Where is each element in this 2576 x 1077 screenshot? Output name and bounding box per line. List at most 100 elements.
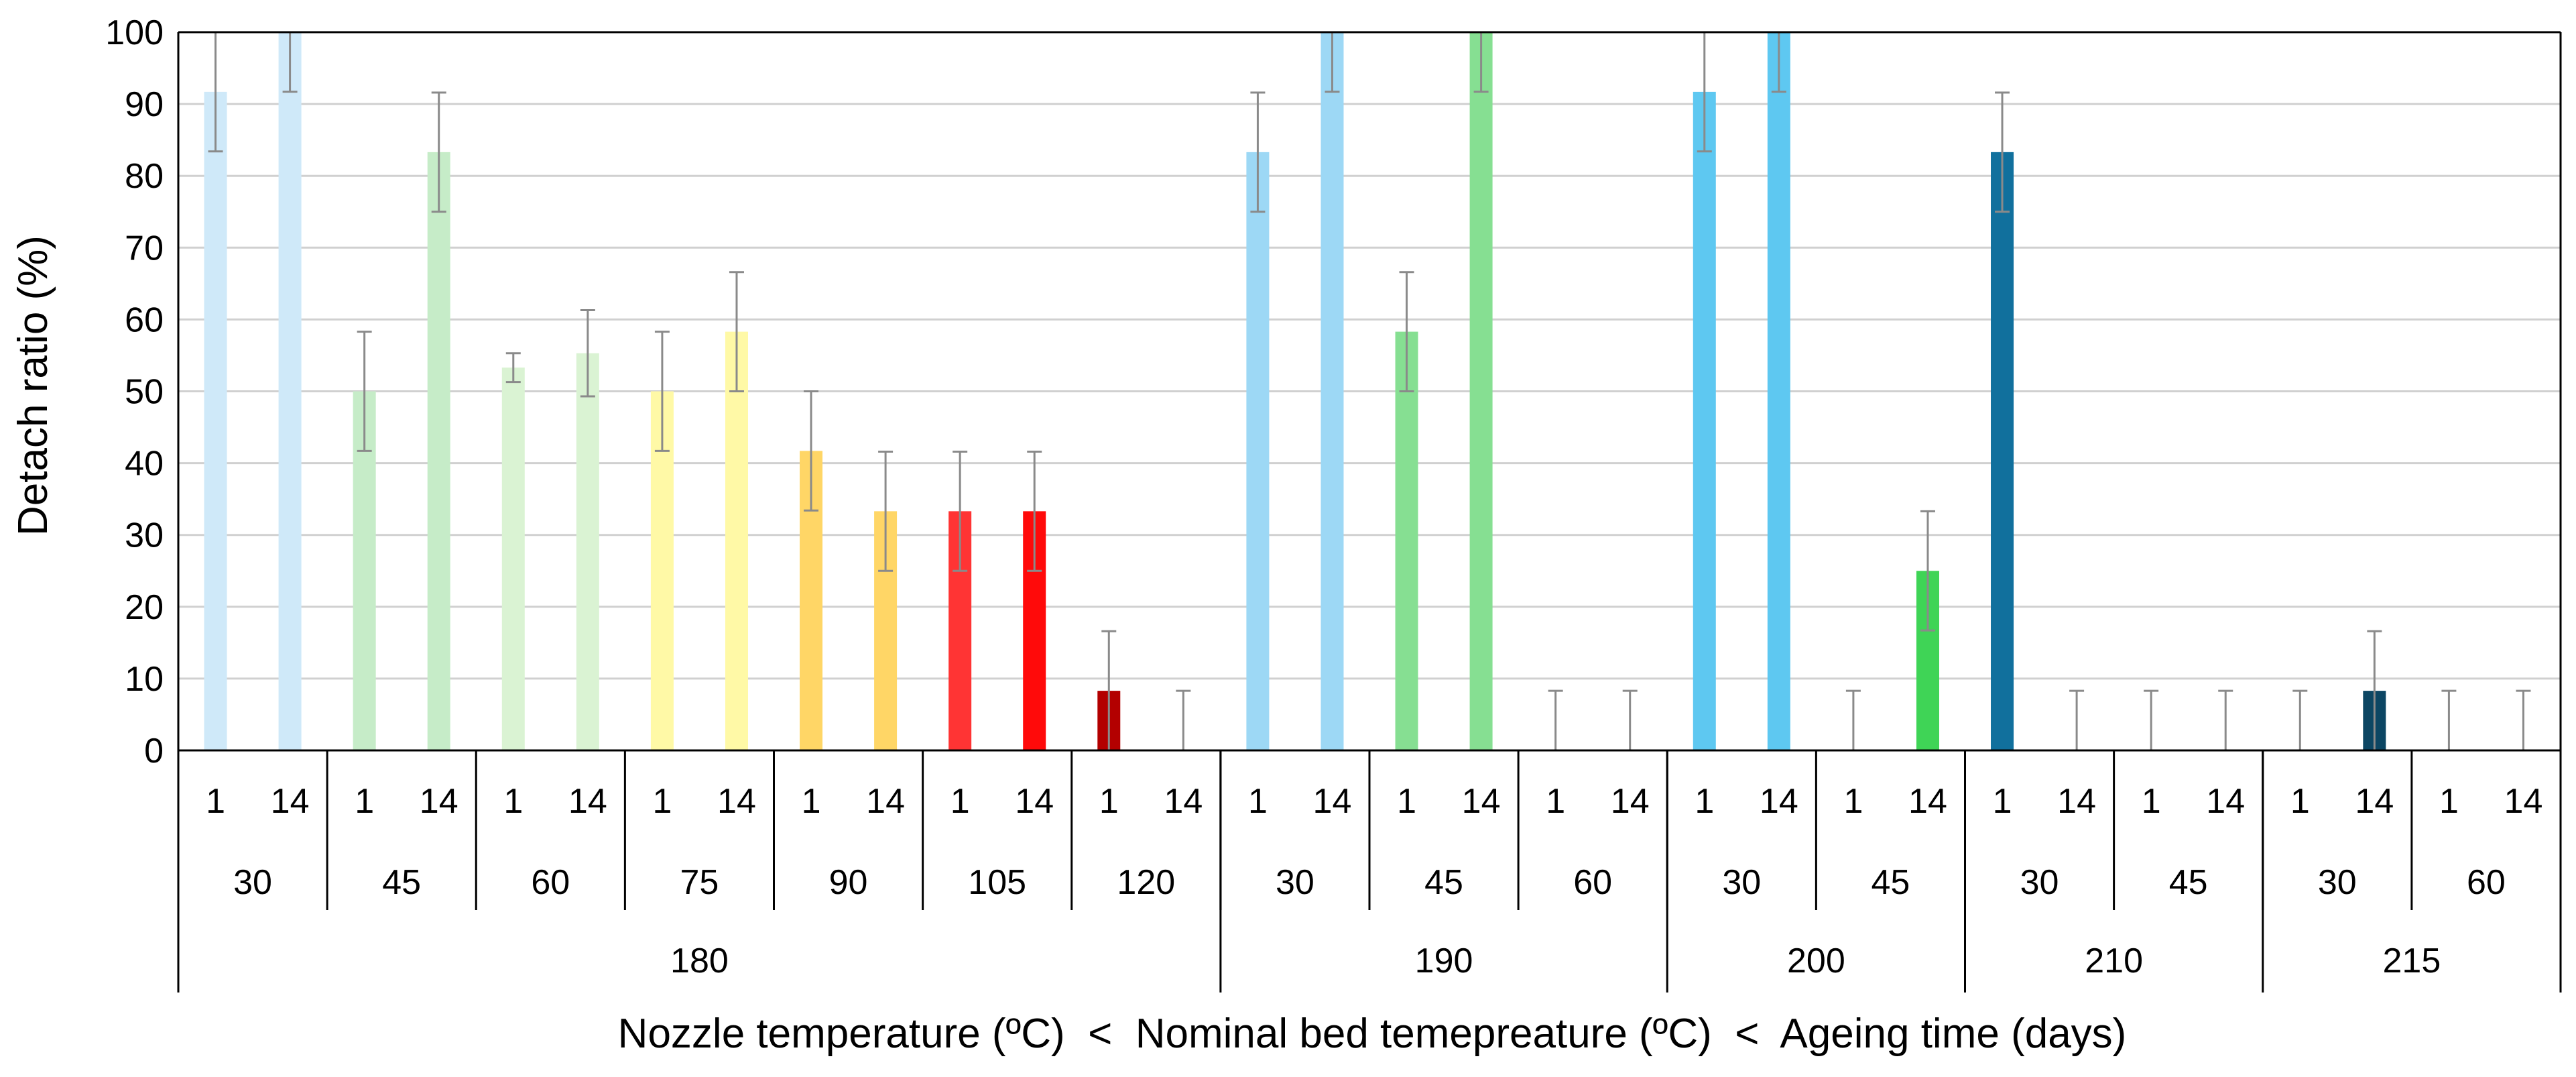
y-tick-label: 90 [125, 85, 164, 124]
x-bed-label: 30 [1276, 863, 1314, 902]
error-bar [1399, 271, 1414, 392]
x-age-label: 1 [2439, 782, 2459, 821]
y-tick-label: 0 [144, 732, 164, 771]
x-age-label: 1 [1993, 782, 2012, 821]
x-age-label: 14 [1313, 782, 1352, 821]
x-bed-label: 105 [968, 863, 1026, 902]
x-age-label: 14 [2355, 782, 2394, 821]
x-age-label: 14 [866, 782, 905, 821]
error-bar [2441, 689, 2457, 750]
error-bar [1250, 91, 1266, 213]
bar [278, 32, 302, 750]
y-tick-label: 50 [125, 373, 164, 412]
x-age-label: 1 [1695, 782, 1714, 821]
x-age-label: 1 [206, 782, 225, 821]
x-age-label: 1 [1546, 782, 1565, 821]
x-bed-label: 60 [531, 863, 570, 902]
y-tick-label: 70 [125, 229, 164, 268]
bar [1246, 152, 1270, 750]
y-tick-labels: 0 10 20 30 40 50 60 70 80 90 100 [105, 13, 164, 771]
x-age-label: 14 [271, 782, 310, 821]
error-bar [1845, 689, 1861, 750]
x-age-label: 1 [652, 782, 672, 821]
y-tick-label: 10 [125, 660, 164, 699]
x-bed-label: 45 [1872, 863, 1910, 902]
bars [204, 32, 2386, 750]
x-age-label: 14 [2504, 782, 2543, 821]
x-age-label: 1 [1248, 782, 1268, 821]
y-tick-label: 100 [105, 13, 164, 52]
x-bed-label: 60 [1573, 863, 1612, 902]
bar [427, 152, 450, 750]
y-tick-label: 20 [125, 588, 164, 627]
bar [1693, 91, 1716, 750]
y-tick-label: 30 [125, 516, 164, 555]
error-bar [1622, 689, 1638, 750]
bar [204, 91, 227, 750]
bar [1991, 152, 2014, 750]
x-nozzle-label: 180 [670, 942, 729, 980]
error-bar [2069, 689, 2085, 750]
error-bar [2218, 689, 2233, 750]
error-bar [2292, 689, 2308, 750]
x-bed-label: 30 [2020, 863, 2059, 902]
error-bar [878, 450, 894, 572]
bar [501, 367, 525, 750]
gridlines [178, 31, 2561, 680]
x-age-label: 14 [1611, 782, 1650, 821]
x-age-label: 14 [1908, 782, 1947, 821]
x-bed-label: 45 [1424, 863, 1463, 902]
x-age-label: 1 [355, 782, 374, 821]
error-bar [431, 91, 446, 213]
x-age-label: 1 [2142, 782, 2161, 821]
y-tick-label: 40 [125, 445, 164, 484]
error-bar [804, 390, 819, 512]
error-bar [1548, 689, 1563, 750]
x-age-label: 1 [1099, 782, 1119, 821]
x-age-label: 14 [1462, 782, 1501, 821]
x-age-label: 14 [2206, 782, 2245, 821]
x-nozzle-label: 200 [1787, 942, 1845, 980]
error-bar [1995, 91, 2010, 213]
error-bar [1027, 450, 1042, 572]
bar [725, 331, 748, 750]
x-bed-label: 75 [680, 863, 719, 902]
x-age-label: 14 [1015, 782, 1054, 821]
x-age-label: 14 [568, 782, 607, 821]
x-axis-title: Nozzle temperature (ºC) < Nominal bed te… [618, 1011, 2127, 1057]
x-bed-label: 45 [2169, 863, 2208, 902]
bar [1469, 32, 1493, 750]
axes [177, 31, 2562, 752]
error-bar [1176, 689, 1191, 750]
bar [1395, 331, 1418, 750]
x-nozzle-label: 210 [2085, 942, 2143, 980]
x-bed-label: 120 [1117, 863, 1175, 902]
x-age-label: 14 [717, 782, 756, 821]
y-tick-label: 80 [125, 157, 164, 196]
x-bed-label: 60 [2467, 863, 2506, 902]
error-bar [505, 352, 521, 384]
y-axis-title: Detach ratio (%) [10, 235, 56, 536]
bar [576, 353, 599, 750]
error-bar [654, 331, 670, 452]
x-age-label: 14 [1760, 782, 1798, 821]
error-bar [580, 308, 595, 398]
error-bar [2144, 689, 2159, 750]
x-bed-label: 45 [382, 863, 421, 902]
x-bed-label: 30 [233, 863, 272, 902]
x-age-label: 14 [420, 782, 458, 821]
error-bar [357, 331, 372, 452]
x-age-label: 1 [950, 782, 970, 821]
error-bar [1920, 510, 1935, 632]
x-bed-label: 30 [2318, 863, 2357, 902]
x-category-labels: 1 14 1 14 1 14 1 14 1 14 1 14 1 14 1 14 1 14 1 14 1 14 1 14 1 14 1… [177, 750, 2562, 993]
x-age-label: 1 [1397, 782, 1416, 821]
x-age-label: 1 [503, 782, 523, 821]
x-bed-label: 90 [829, 863, 868, 902]
error-bar [2516, 689, 2531, 750]
x-nozzle-label: 190 [1415, 942, 1473, 980]
x-nozzle-label: 215 [2382, 942, 2441, 980]
x-age-label: 1 [1843, 782, 1863, 821]
x-bed-label: 30 [1722, 863, 1761, 902]
